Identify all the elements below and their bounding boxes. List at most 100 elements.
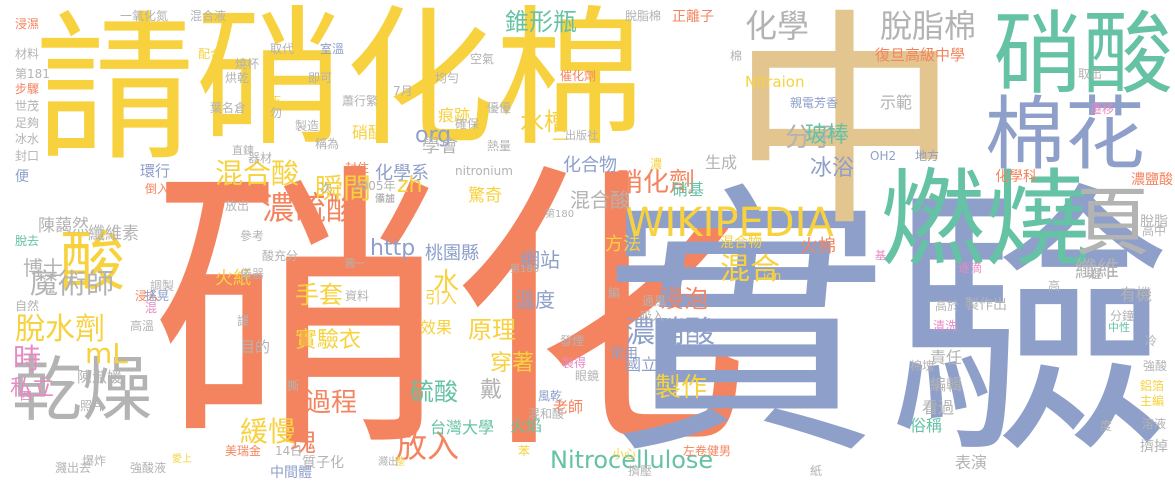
cloud-word: 7月 — [393, 84, 413, 98]
cloud-word: 美瑞金 — [225, 444, 262, 458]
cloud-word: 混合 — [720, 252, 780, 287]
cloud-word: 製造 — [295, 119, 320, 133]
cloud-word: 表演 — [955, 453, 988, 472]
cloud-word: 取出 — [1078, 67, 1103, 81]
cloud-word: 責任 — [930, 348, 963, 367]
cloud-word: 台灣大學 — [430, 418, 495, 437]
cloud-word: mL — [85, 337, 128, 370]
cloud-word: 常用 — [610, 346, 638, 362]
cloud-word: 優優 — [487, 101, 512, 115]
cloud-word: 勿 — [270, 106, 283, 120]
cloud-word: 燒杯 — [235, 57, 260, 71]
cloud-word: 第180 — [510, 264, 540, 275]
cloud-word: 濃硫酸 — [262, 189, 359, 227]
cloud-word: 逐滴 — [958, 261, 983, 275]
cloud-word: 鋁箔 — [1140, 379, 1165, 393]
cloud-word: 燃燒 — [880, 159, 1091, 281]
cloud-word: 酸充分 — [262, 249, 299, 263]
cloud-word: 熱量 — [487, 139, 512, 153]
cloud-word: 製作出 — [965, 297, 1007, 313]
cloud-word: 化學系 — [375, 163, 429, 184]
cloud-word: 遷移 — [1090, 102, 1115, 116]
cloud-word: 國立 — [625, 355, 658, 374]
cloud-word: 濺出去 — [55, 461, 92, 475]
cloud-word: 親電芳香 — [790, 96, 839, 110]
cloud-word: 混合酸 — [215, 157, 300, 190]
cloud-word: 備註 — [375, 194, 395, 205]
cloud-word: 纖維素 — [88, 224, 139, 244]
cloud-word: 脫脂 — [1140, 214, 1168, 230]
cloud-word: 棉 — [730, 49, 743, 63]
cloud-word: 圖一 — [345, 259, 365, 270]
cloud-word: 質子化 — [302, 455, 344, 471]
cloud-word: 清洗 — [933, 319, 958, 333]
cloud-word: 高溫 — [130, 319, 155, 333]
cloud-word: 痕跡 — [438, 106, 471, 125]
cloud-word: 陳藹然 — [38, 216, 89, 236]
cloud-word: 步驟 — [15, 82, 40, 96]
cloud-word: 手套 — [295, 281, 343, 309]
cloud-word: 效果 — [420, 318, 453, 337]
cloud-word: 實驗衣 — [295, 328, 362, 353]
cloud-word: 戴 — [480, 378, 503, 403]
cloud-word: 葉名倉 — [210, 101, 247, 115]
cloud-word: 冰浴 — [810, 156, 855, 181]
cloud-word: OH2 — [870, 149, 897, 163]
cloud-word: 過程 — [305, 388, 358, 418]
cloud-word: 四 — [20, 389, 33, 403]
cloud-word: 強酸液 — [130, 461, 167, 475]
cloud-word: 冷 — [1145, 334, 1158, 348]
cloud-word: 紙 — [810, 464, 823, 478]
cloud-word: 水 — [433, 268, 460, 298]
cloud-word: 直鍊 — [232, 144, 254, 157]
cloud-word: 足夠 — [15, 116, 40, 130]
cloud-word: 混合酸 — [570, 188, 630, 212]
cloud-word: 混 — [145, 301, 158, 315]
cloud-word: 裡 — [1090, 267, 1103, 281]
cloud-word: 一氧化氮 — [120, 9, 169, 23]
cloud-word: 硝化劑 — [617, 168, 696, 198]
cloud-word: 學會 — [422, 136, 458, 157]
cloud-word: 擠掉 — [1140, 439, 1168, 455]
cloud-word: 脫 — [880, 7, 913, 45]
cloud-word: 便 — [15, 169, 29, 185]
cloud-word: 配合 — [198, 47, 223, 61]
cloud-word: nitronium — [455, 164, 513, 178]
cloud-word: 老師 — [553, 398, 584, 416]
cloud-word: 世茂 — [15, 99, 40, 113]
cloud-word: 溶液 — [1142, 417, 1167, 431]
cloud-word: 參考 — [240, 229, 265, 243]
cloud-word: 實驗 — [603, 161, 1173, 482]
cloud-word: 五 — [270, 94, 283, 108]
cloud-word: 第181 — [15, 67, 50, 81]
cloud-word: 示範 — [880, 93, 913, 112]
cloud-word: 化合物 — [563, 155, 617, 176]
cloud-word: 混和酸 — [528, 407, 565, 421]
cloud-word: 濺出 — [378, 457, 398, 468]
cloud-word: 確保 — [455, 117, 480, 131]
cloud-word: 製作 — [655, 373, 708, 403]
cloud-word: 棉塊 — [910, 359, 935, 373]
cloud-word: 脫水劑 — [15, 312, 105, 347]
cloud-word: 私立 — [10, 376, 55, 401]
cloud-word: org — [415, 123, 452, 148]
cloud-word: 棉花 — [985, 88, 1145, 181]
cloud-word: 整 — [395, 457, 405, 468]
cloud-word: WIKIPEDIA — [625, 200, 834, 246]
cloud-word: 均勻 — [435, 71, 460, 85]
cloud-word: 火紙 — [215, 268, 251, 289]
cloud-word: 博士 — [23, 256, 63, 280]
cloud-word: zh — [397, 173, 423, 198]
cloud-word: 化學科 — [995, 169, 1037, 185]
cloud-word: 有機 — [1120, 285, 1153, 304]
cloud-word: 2005年 — [353, 179, 396, 193]
cloud-word: 驚奇 — [468, 186, 502, 206]
cloud-word: 混合液 — [190, 9, 227, 23]
cloud-word: 擠壓 — [628, 464, 653, 478]
cloud-word: 蕭行繁 — [342, 94, 379, 108]
cloud-word: 溫度 — [515, 288, 555, 312]
cloud-word: 器材 — [248, 151, 273, 165]
cloud-word: 地方 — [915, 149, 940, 163]
cloud-word: 中性 — [1108, 321, 1130, 334]
cloud-word: 14日 — [275, 444, 303, 458]
